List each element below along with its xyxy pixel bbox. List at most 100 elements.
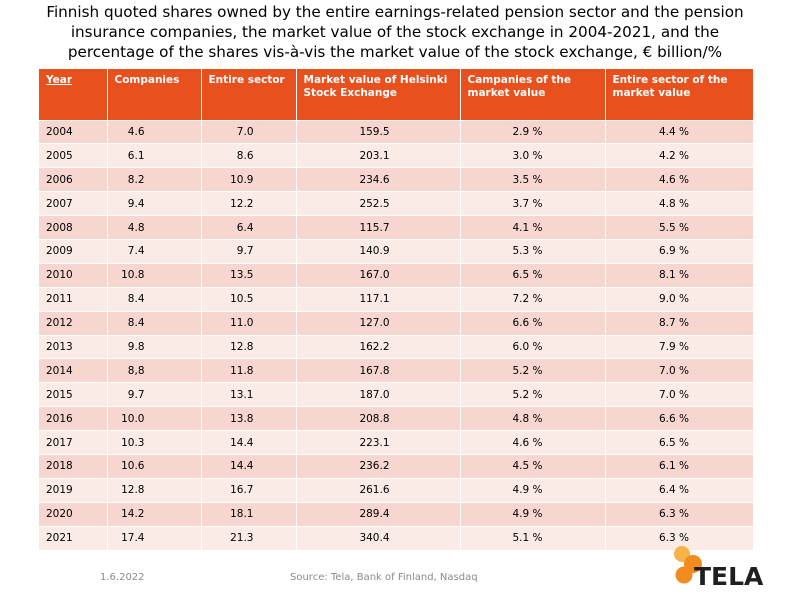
cell-year: 2017 xyxy=(39,430,108,455)
cell-year: 2010 xyxy=(39,262,108,288)
cell-entire-sector: 13.5 xyxy=(201,262,297,288)
cell-year: 2012 xyxy=(39,310,108,336)
title-line-3: percentage of the shares vis-à-vis the m… xyxy=(67,43,723,61)
cell-market-value: 208.8 xyxy=(296,406,461,431)
cell-year: 2016 xyxy=(39,406,108,431)
cell-sector-percent: 4.6 % xyxy=(605,167,753,192)
cell-market-value: 340.4 xyxy=(296,525,461,551)
cell-sector-percent: 5.5 % xyxy=(605,215,753,240)
table-row: 2018 10.6 14.4 236.2 4.5 % 6.1 % xyxy=(39,453,753,479)
footer-date: 1.6.2022 xyxy=(100,572,145,583)
cell-companies: 10.0 xyxy=(107,406,202,431)
table-header-row: Year Companies Entire sector Market valu… xyxy=(39,69,753,120)
table-body: 2004 4.6 7.0 159.5 2.9 % 4.4 % 2005 6.1 8.6 203.1… xyxy=(39,119,753,551)
page-title: Finnish quoted shares owned by the entir… xyxy=(0,2,790,62)
cell-companies: 17.4 xyxy=(107,525,202,551)
cell-market-value: 187.0 xyxy=(296,382,461,407)
cell-entire-sector: 14.4 xyxy=(201,453,297,479)
cell-market-value: 140.9 xyxy=(296,238,461,264)
cell-entire-sector: 11.8 xyxy=(201,358,297,383)
cell-sector-percent: 6.9 % xyxy=(605,238,753,264)
cell-companies: 8.4 xyxy=(107,310,202,336)
table-row: 2005 6.1 8.6 203.1 3.0 % 4.2 % xyxy=(39,143,753,168)
cell-year: 2007 xyxy=(39,191,108,216)
cell-year: 2013 xyxy=(39,334,108,359)
table-row: 2016 10.0 13.8 208.8 4.8 % 6.6 % xyxy=(39,406,753,431)
table-row: 2007 9.4 12.2 252.5 3.7 % 4.8 % xyxy=(39,191,753,216)
cell-market-value: 289.4 xyxy=(296,501,461,527)
cell-companies: 7.4 xyxy=(107,238,202,264)
table-row: 2013 9.8 12.8 162.2 6.0 % 7.9 % xyxy=(39,334,753,359)
cell-companies-percent: 3.0 % xyxy=(460,143,606,168)
cell-year: 2014 xyxy=(39,358,108,383)
cell-companies-percent: 7.2 % xyxy=(460,286,606,312)
cell-companies: 4.8 xyxy=(107,215,202,240)
cell-market-value: 261.6 xyxy=(296,477,461,503)
cell-companies: 9.4 xyxy=(107,191,202,216)
table-row: 2009 7.4 9.7 140.9 5.3 % 6.9 % xyxy=(39,238,753,264)
cell-market-value: 167.8 xyxy=(296,358,461,383)
cell-sector-percent: 7.9 % xyxy=(605,334,753,359)
cell-year: 2008 xyxy=(39,215,108,240)
cell-companies: 10.3 xyxy=(107,430,202,455)
table-row: 2021 17.4 21.3 340.4 5.1 % 6.3 % xyxy=(39,525,753,551)
cell-entire-sector: 10.5 xyxy=(201,286,297,312)
table-row: 2006 8.2 10.9 234.6 3.5 % 4.6 % xyxy=(39,167,753,192)
header-entire-sector: Entire sector xyxy=(201,69,297,120)
cell-entire-sector: 11.0 xyxy=(201,310,297,336)
cell-sector-percent: 9.0 % xyxy=(605,286,753,312)
cell-sector-percent: 4.8 % xyxy=(605,191,753,216)
cell-entire-sector: 16.7 xyxy=(201,477,297,503)
cell-companies: 9.7 xyxy=(107,382,202,407)
cell-entire-sector: 18.1 xyxy=(201,501,297,527)
cell-year: 2006 xyxy=(39,167,108,192)
cell-entire-sector: 10.9 xyxy=(201,167,297,192)
cell-year: 2019 xyxy=(39,477,108,503)
cell-year: 2011 xyxy=(39,286,108,312)
cell-companies-percent: 4.9 % xyxy=(460,477,606,503)
table-row: 2020 14.2 18.1 289.4 4.9 % 6.3 % xyxy=(39,501,753,527)
header-sector-percent: Entire sector of the market value xyxy=(605,69,753,120)
cell-entire-sector: 12.8 xyxy=(201,334,297,359)
header-year: Year xyxy=(39,69,108,120)
cell-sector-percent: 8.1 % xyxy=(605,262,753,288)
cell-entire-sector: 7.0 xyxy=(201,119,297,144)
cell-companies-percent: 5.2 % xyxy=(460,382,606,407)
cell-companies-percent: 6.5 % xyxy=(460,262,606,288)
cell-companies-percent: 4.9 % xyxy=(460,501,606,527)
cell-companies-percent: 3.7 % xyxy=(460,191,606,216)
cell-market-value: 234.6 xyxy=(296,167,461,192)
cell-companies-percent: 3.5 % xyxy=(460,167,606,192)
cell-market-value: 127.0 xyxy=(296,310,461,336)
cell-entire-sector: 13.1 xyxy=(201,382,297,407)
cell-companies-percent: 5.3 % xyxy=(460,238,606,264)
table-row: 2008 4.8 6.4 115.7 4.1 % 5.5 % xyxy=(39,215,753,240)
cell-market-value: 236.2 xyxy=(296,453,461,479)
cell-market-value: 117.1 xyxy=(296,286,461,312)
cell-sector-percent: 6.3 % xyxy=(605,525,753,551)
cell-entire-sector: 14.4 xyxy=(201,430,297,455)
table-row: 2012 8.4 11.0 127.0 6.6 % 8.7 % xyxy=(39,310,753,336)
cell-companies-percent: 4.5 % xyxy=(460,453,606,479)
title-line-2: insurance companies, the market value of… xyxy=(70,23,720,41)
title-line-1: Finnish quoted shares owned by the entir… xyxy=(46,3,744,21)
cell-entire-sector: 9.7 xyxy=(201,238,297,264)
cell-sector-percent: 6.1 % xyxy=(605,453,753,479)
cell-market-value: 167.0 xyxy=(296,262,461,288)
header-companies-percent: Campanies of the market value xyxy=(460,69,606,120)
footer-source: Source: Tela, Bank of Finland, Nasdaq xyxy=(290,572,478,583)
logo-dot-bottom xyxy=(675,566,693,584)
cell-sector-percent: 8.7 % xyxy=(605,310,753,336)
cell-companies: 6.1 xyxy=(107,143,202,168)
cell-sector-percent: 7.0 % xyxy=(605,382,753,407)
cell-companies: 4.6 xyxy=(107,119,202,144)
cell-year: 2009 xyxy=(39,238,108,264)
cell-sector-percent: 4.4 % xyxy=(605,119,753,144)
cell-sector-percent: 6.4 % xyxy=(605,477,753,503)
cell-companies: 9.8 xyxy=(107,334,202,359)
shares-table: Year Companies Entire sector Market valu… xyxy=(39,69,753,551)
table-row: 2015 9.7 13.1 187.0 5.2 % 7.0 % xyxy=(39,382,753,407)
cell-entire-sector: 13.8 xyxy=(201,406,297,431)
cell-companies: 12.8 xyxy=(107,477,202,503)
cell-market-value: 159.5 xyxy=(296,119,461,144)
